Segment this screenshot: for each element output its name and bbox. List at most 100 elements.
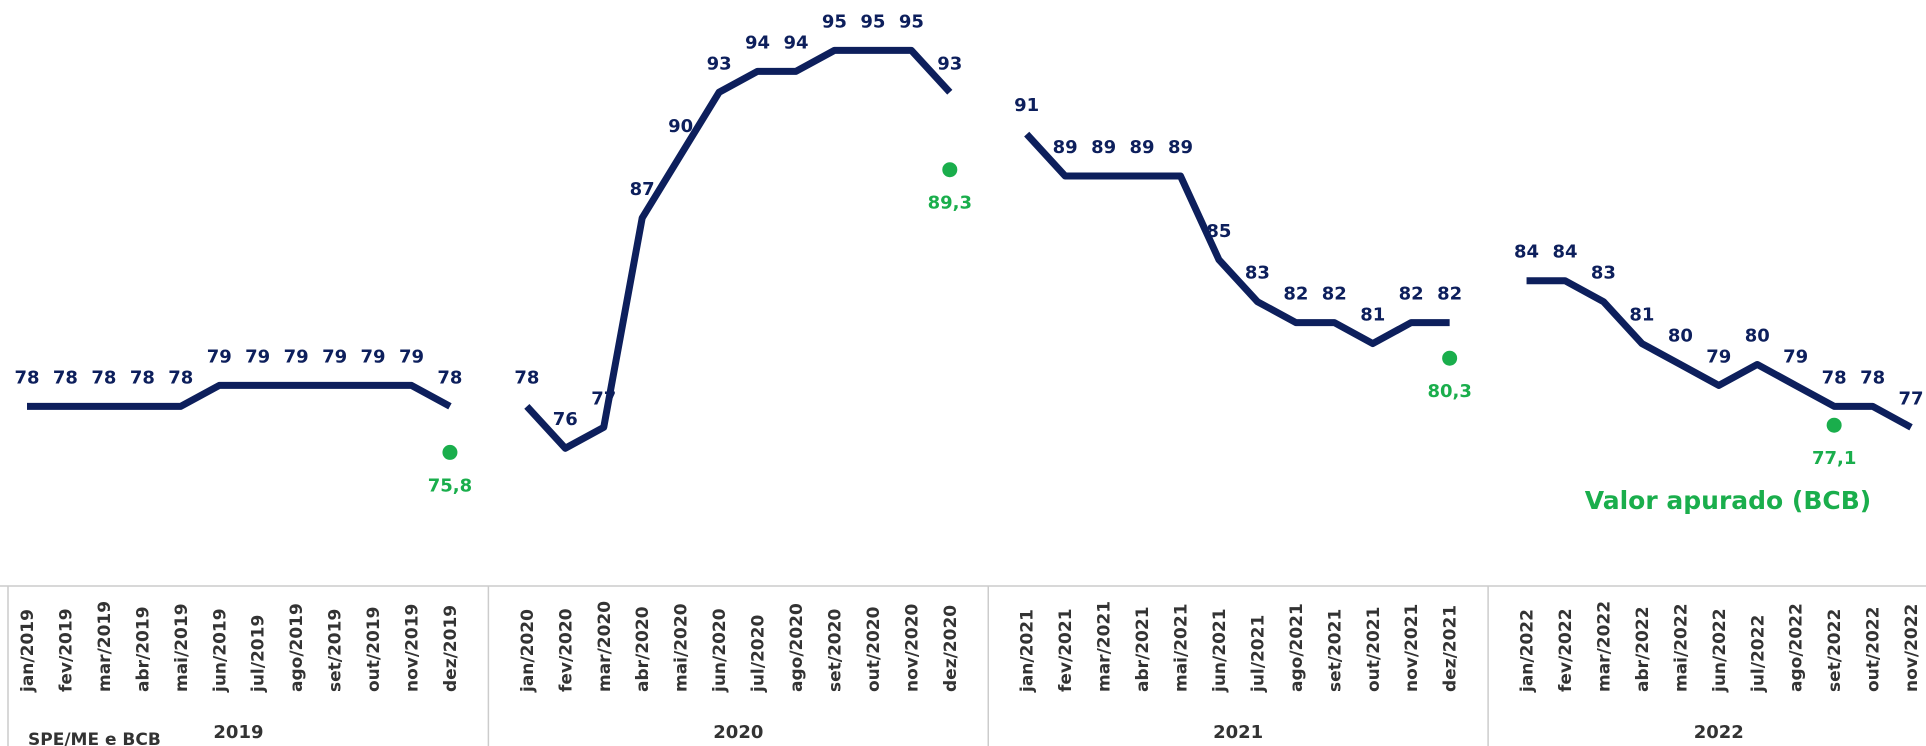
x-tick-label: jul/2019 [249, 615, 269, 693]
x-tick-label: ago/2022 [1787, 603, 1807, 692]
x-tick-label: set/2020 [825, 609, 845, 692]
data-label: 78 [1860, 367, 1885, 388]
line-segment [27, 381, 452, 410]
data-label: 80,3 [1427, 381, 1471, 402]
data-label: 79 [1783, 346, 1808, 367]
year-label: 2019 [213, 722, 263, 743]
year-label: 2020 [713, 722, 763, 743]
x-tick-label: dez/2021 [1441, 605, 1461, 692]
data-label: 84 [1514, 242, 1539, 263]
data-label: 75,8 [428, 475, 472, 496]
data-label: 87 [630, 179, 655, 200]
x-tick-label: ago/2021 [1287, 603, 1307, 692]
data-label: 93 [707, 53, 732, 74]
legend-label: SPE/ME e BCB [28, 730, 161, 746]
data-label: 89 [1053, 137, 1078, 158]
line-segment [1526, 277, 1913, 431]
data-label: 82 [1399, 284, 1424, 305]
x-tick-label: mar/2021 [1095, 601, 1115, 692]
data-label: 81 [1629, 305, 1654, 326]
data-label: 79 [284, 346, 309, 367]
x-tick-label: set/2022 [1825, 609, 1845, 692]
data-label: 77 [1899, 388, 1924, 409]
line-segment [524, 46, 953, 452]
x-tick-label: fev/2020 [556, 608, 576, 692]
year-label: 2021 [1213, 722, 1263, 743]
data-label: 89 [1091, 137, 1116, 158]
data-label: 95 [822, 11, 847, 32]
data-label: 94 [783, 32, 808, 53]
x-tick-label: mar/2019 [95, 601, 115, 692]
data-label: 78 [14, 367, 39, 388]
x-tick-label: mai/2020 [672, 603, 692, 692]
x-tick-label: ago/2019 [287, 603, 307, 692]
x-tick-label: jun/2019 [210, 608, 230, 693]
x-tick-label: jun/2021 [1210, 608, 1230, 693]
data-label: 78 [437, 367, 462, 388]
annotation: Valor apurado (BCB) [1585, 486, 1871, 515]
x-tick-label: ago/2020 [787, 603, 807, 692]
data-label: 79 [1706, 346, 1731, 367]
data-label: 78 [130, 367, 155, 388]
x-tick-label: jan/2021 [1018, 609, 1038, 693]
x-tick-label: abr/2022 [1633, 606, 1653, 692]
x-tick-label: abr/2020 [633, 606, 653, 692]
x-tick-label: dez/2019 [441, 605, 461, 692]
x-tick-label: fev/2022 [1556, 608, 1576, 692]
x-tick-label: jan/2022 [1518, 609, 1538, 693]
x-tick-label: set/2019 [326, 609, 346, 692]
x-tick-label: fev/2021 [1056, 608, 1076, 692]
data-label: 89 [1168, 137, 1193, 158]
point [1826, 417, 1842, 433]
x-tick-label: abr/2021 [1133, 606, 1153, 692]
x-tick-label: abr/2019 [133, 606, 153, 692]
data-label: 79 [361, 346, 386, 367]
data-label: 77,1 [1812, 448, 1856, 469]
data-label: 78 [514, 367, 539, 388]
data-label: 78 [1822, 367, 1847, 388]
x-tick-label: out/2021 [1364, 607, 1384, 692]
data-label: 79 [399, 346, 424, 367]
x-tick-label: nov/2021 [1402, 604, 1422, 692]
x-tick-label: mar/2020 [595, 601, 615, 692]
data-label: 85 [1206, 221, 1231, 242]
data-label: 76 [553, 409, 578, 430]
data-label: 90 [668, 116, 693, 137]
x-tick-label: out/2020 [864, 606, 884, 692]
point [442, 444, 458, 460]
x-tick-label: nov/2022 [1902, 604, 1922, 692]
data-label: 78 [53, 367, 78, 388]
x-tick-label: mai/2021 [1172, 603, 1192, 692]
data-label: 79 [245, 346, 270, 367]
data-label: 80 [1745, 325, 1770, 346]
line-segment [1024, 131, 1450, 348]
data-label: 77 [591, 388, 616, 409]
x-tick-label: jan/2020 [518, 609, 538, 693]
x-tick-label: mai/2019 [172, 603, 192, 692]
data-label: 82 [1437, 284, 1462, 305]
x-tick-label: out/2022 [1864, 607, 1884, 692]
point [942, 162, 958, 178]
data-label: 78 [168, 367, 193, 388]
x-tick-label: jan/2019 [18, 609, 38, 693]
data-label: 94 [745, 32, 770, 53]
x-tick-label: jun/2022 [1710, 608, 1730, 693]
data-label: 89,3 [928, 193, 972, 214]
point [1442, 350, 1458, 366]
data-label: 82 [1283, 284, 1308, 305]
data-label: 80 [1668, 325, 1693, 346]
x-tick-label: jul/2021 [1248, 615, 1268, 693]
data-label: 95 [899, 11, 924, 32]
data-label: 91 [1014, 95, 1039, 116]
x-tick-label: jul/2020 [749, 615, 769, 693]
data-label: 79 [322, 346, 347, 367]
year-label: 2022 [1694, 722, 1744, 743]
x-tick-label: nov/2020 [902, 603, 922, 692]
data-label: 83 [1245, 263, 1270, 284]
x-tick-label: out/2019 [364, 607, 384, 692]
data-label: 81 [1360, 305, 1385, 326]
x-tick-label: set/2021 [1325, 609, 1345, 692]
data-label: 83 [1591, 263, 1616, 284]
data-label: 84 [1552, 242, 1577, 263]
